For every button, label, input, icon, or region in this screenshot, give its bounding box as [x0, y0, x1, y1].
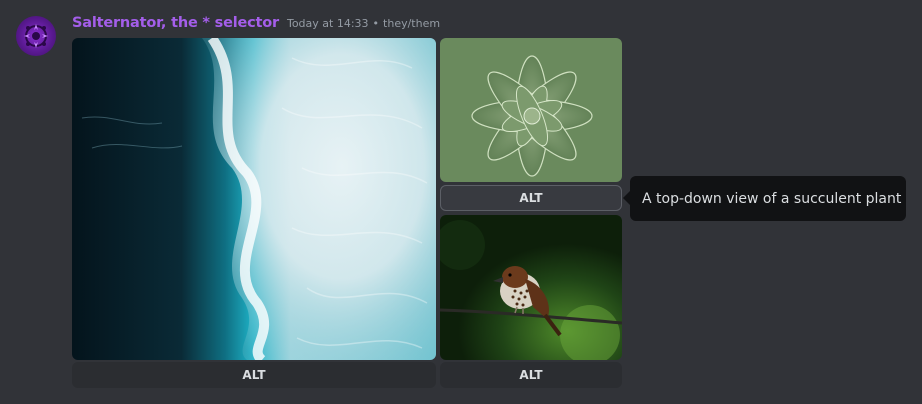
succulent-image [440, 38, 622, 182]
alt-text-button-ocean[interactable]: ALT [72, 362, 436, 388]
author-pronouns: they/them [383, 17, 441, 30]
message-timestamp[interactable]: Today at 14:33 [286, 17, 369, 30]
attachment-image-ocean-waves[interactable] [72, 38, 436, 360]
avatar-pattern-icon [24, 24, 48, 48]
message-header: Salternator, the * selector Today at 14:… [72, 15, 440, 35]
bird-image [440, 215, 622, 360]
alt-text-button-bird[interactable]: ALT [440, 362, 622, 388]
ocean-waves-image [72, 38, 436, 360]
attachment-image-succulent[interactable] [440, 38, 622, 182]
user-avatar[interactable] [16, 16, 56, 56]
alt-text-tooltip: A top-down view of a succulent plant [630, 176, 906, 221]
header-separator: • [372, 17, 380, 30]
tooltip-arrow [623, 191, 630, 205]
author-username[interactable]: Salternator, the * selector [72, 15, 279, 31]
attachment-image-bird[interactable] [440, 215, 622, 360]
alt-text-button-succulent[interactable]: ALT [440, 185, 622, 211]
tooltip-text: A top-down view of a succulent plant [642, 190, 902, 207]
